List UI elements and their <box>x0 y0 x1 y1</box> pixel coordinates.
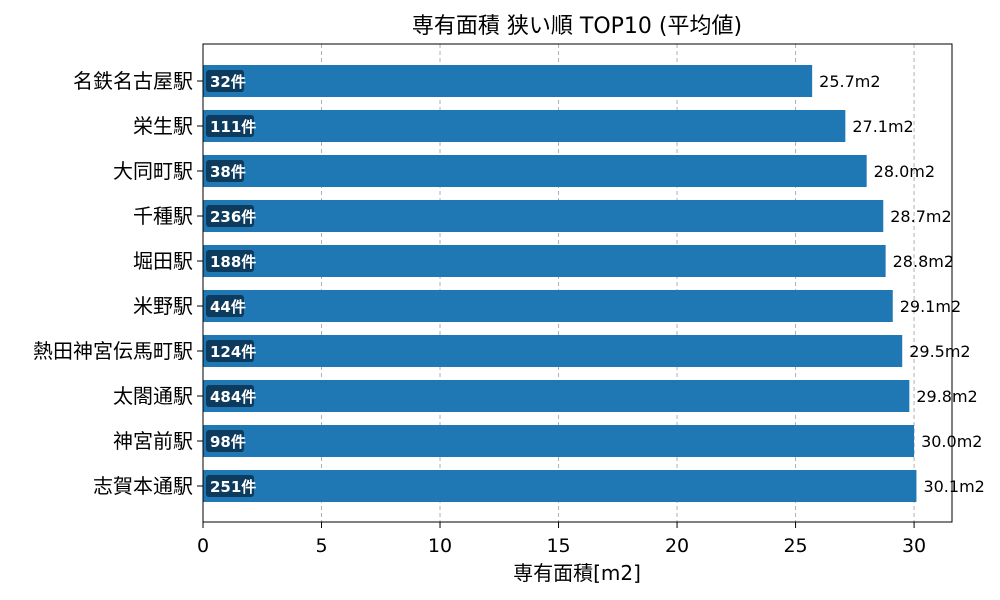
x-tick-label: 0 <box>197 535 209 557</box>
value-label: 28.0m2 <box>874 162 935 181</box>
count-badge <box>206 385 254 407</box>
bar <box>203 245 886 277</box>
count-badge <box>206 205 254 227</box>
y-tick-label: 志賀本通駅 <box>93 474 193 498</box>
value-label: 29.8m2 <box>916 387 977 406</box>
bar <box>203 200 884 232</box>
y-tick-label: 米野駅 <box>133 294 193 318</box>
x-tick-label: 25 <box>783 535 807 557</box>
count-label: 98件 <box>210 433 246 451</box>
x-tick-label: 15 <box>546 535 570 557</box>
count-badge <box>206 70 244 92</box>
count-label: 124件 <box>210 343 256 361</box>
count-label: 188件 <box>210 253 256 271</box>
chart-title: 専有面積 狭い順 TOP10 (平均値) <box>412 14 742 39</box>
x-axis-title: 専有面積[m2] <box>513 561 641 585</box>
plot-frame <box>202 43 953 523</box>
count-badge <box>206 250 254 272</box>
y-tick-label: 太閤通駅 <box>113 384 193 408</box>
count-label: 236件 <box>210 208 256 226</box>
x-tick-label: 5 <box>315 535 327 557</box>
count-badge <box>206 430 244 452</box>
count-label: 111件 <box>210 118 256 136</box>
x-tick-label: 10 <box>428 535 452 557</box>
bar <box>203 110 846 142</box>
count-badge <box>206 475 254 497</box>
count-badge <box>206 340 254 362</box>
x-axis-ticks: 0 5 10 15 20 25 30 <box>197 522 926 557</box>
count-label: 44件 <box>210 298 246 316</box>
bar <box>203 290 893 322</box>
bar <box>203 335 903 367</box>
x-tick-label: 30 <box>902 535 926 557</box>
bar <box>203 470 917 502</box>
count-label: 251件 <box>210 478 256 496</box>
bar <box>203 380 910 412</box>
count-badge <box>206 295 244 317</box>
y-tick-label: 栄生駅 <box>133 114 193 138</box>
value-label: 28.7m2 <box>890 207 951 226</box>
y-tick-label: 熱田神宮伝馬町駅 <box>33 339 193 363</box>
value-label: 28.8m2 <box>893 252 954 271</box>
count-label: 32件 <box>210 73 246 91</box>
value-label: 27.1m2 <box>852 117 913 136</box>
count-label: 38件 <box>210 163 246 181</box>
y-tick-label: 堀田駅 <box>133 249 193 273</box>
bar <box>203 155 867 187</box>
count-label: 484件 <box>210 388 256 406</box>
y-tick-label: 大同町駅 <box>113 159 193 183</box>
value-label: 25.7m2 <box>819 72 880 91</box>
y-tick-label: 名鉄名古屋駅 <box>73 69 193 93</box>
y-tick-label: 神宮前駅 <box>113 429 193 453</box>
bars <box>203 65 917 502</box>
bar <box>203 65 813 97</box>
bar <box>203 425 915 457</box>
count-badge <box>206 115 254 137</box>
x-tick-label: 20 <box>665 535 689 557</box>
count-badge <box>206 160 244 182</box>
y-tick-label: 千種駅 <box>133 204 193 228</box>
value-label: 29.5m2 <box>909 342 970 361</box>
value-label: 30.1m2 <box>923 477 984 496</box>
value-label: 29.1m2 <box>900 297 961 316</box>
